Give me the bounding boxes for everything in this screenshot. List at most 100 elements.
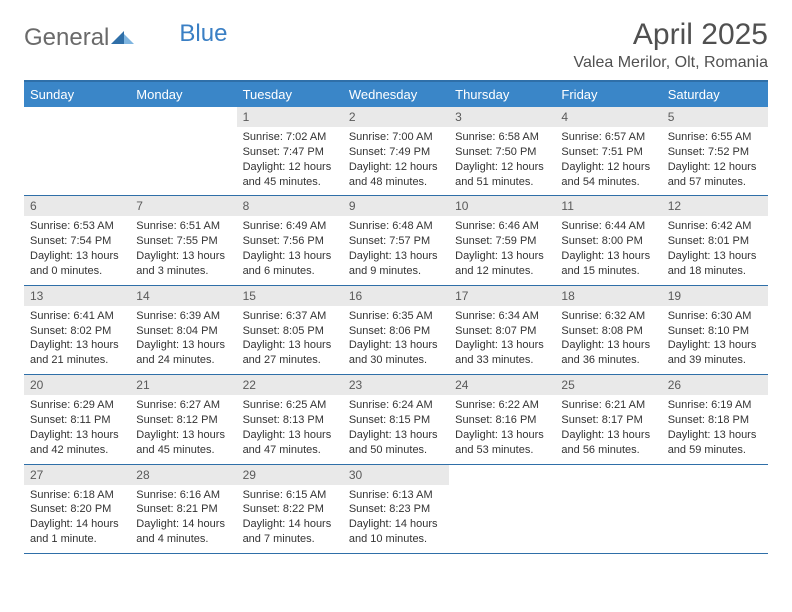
day-number: 25 [555,375,661,395]
sunrise-line: Sunrise: 6:48 AM [349,219,443,234]
day-number: 3 [449,107,555,127]
day-cell: 15Sunrise: 6:37 AMSunset: 8:05 PMDayligh… [237,286,343,374]
daylight-line: Daylight: 13 hours and 6 minutes. [243,249,337,279]
daylight-line: Daylight: 12 hours and 45 minutes. [243,160,337,190]
day-body: Sunrise: 6:22 AMSunset: 8:16 PMDaylight:… [449,395,555,463]
daylight-line: Daylight: 14 hours and 1 minute. [30,517,124,547]
day-cell: 24Sunrise: 6:22 AMSunset: 8:16 PMDayligh… [449,375,555,463]
day-body: Sunrise: 6:15 AMSunset: 8:22 PMDaylight:… [237,485,343,553]
sunrise-line: Sunrise: 6:55 AM [668,130,762,145]
daylight-line: Daylight: 13 hours and 42 minutes. [30,428,124,458]
sunset-line: Sunset: 7:55 PM [136,234,230,249]
sunrise-line: Sunrise: 6:27 AM [136,398,230,413]
day-cell: 28Sunrise: 6:16 AMSunset: 8:21 PMDayligh… [130,465,236,553]
daylight-line: Daylight: 13 hours and 53 minutes. [455,428,549,458]
sunrise-line: Sunrise: 6:15 AM [243,488,337,503]
day-cell: 14Sunrise: 6:39 AMSunset: 8:04 PMDayligh… [130,286,236,374]
day-number: 12 [662,196,768,216]
location-text: Valea Merilor, Olt, Romania [574,54,768,72]
sunrise-line: Sunrise: 6:51 AM [136,219,230,234]
day-body: Sunrise: 6:37 AMSunset: 8:05 PMDaylight:… [237,306,343,374]
day-cell: 18Sunrise: 6:32 AMSunset: 8:08 PMDayligh… [555,286,661,374]
sunrise-line: Sunrise: 6:44 AM [561,219,655,234]
day-number: 11 [555,196,661,216]
week-row: 20Sunrise: 6:29 AMSunset: 8:11 PMDayligh… [24,375,768,464]
day-number: 21 [130,375,236,395]
sunrise-line: Sunrise: 6:42 AM [668,219,762,234]
daylight-line: Daylight: 13 hours and 45 minutes. [136,428,230,458]
day-number: 29 [237,465,343,485]
daylight-line: Daylight: 13 hours and 12 minutes. [455,249,549,279]
sunset-line: Sunset: 8:21 PM [136,502,230,517]
sunrise-line: Sunrise: 6:35 AM [349,309,443,324]
sunset-line: Sunset: 8:08 PM [561,324,655,339]
sunset-line: Sunset: 8:12 PM [136,413,230,428]
day-body: Sunrise: 6:32 AMSunset: 8:08 PMDaylight:… [555,306,661,374]
day-number: 5 [662,107,768,127]
sunrise-line: Sunrise: 6:25 AM [243,398,337,413]
day-cell: 2Sunrise: 7:00 AMSunset: 7:49 PMDaylight… [343,107,449,195]
day-cell: 21 Sunrise: 6:27 AMSunset: 8:12 PMDayligh… [130,375,236,463]
day-number: 23 [343,375,449,395]
day-cell: 30Sunrise: 6:13 AMSunset: 8:23 PMDayligh… [343,465,449,553]
day-body: Sunrise: 6:21 AMSunset: 8:17 PMDaylight:… [555,395,661,463]
sunrise-line: Sunrise: 6:22 AM [455,398,549,413]
daylight-line: Daylight: 13 hours and 27 minutes. [243,338,337,368]
sunset-line: Sunset: 8:06 PM [349,324,443,339]
day-cell: 8Sunrise: 6:49 AMSunset: 7:56 PMDaylight… [237,196,343,284]
sunset-line: Sunset: 8:04 PM [136,324,230,339]
day-number: 27 [24,465,130,485]
day-body: Sunrise: 6:13 AMSunset: 8:23 PMDaylight:… [343,485,449,553]
logo-text-2: Blue [179,20,227,48]
day-number: 22 [237,375,343,395]
day-number: 9 [343,196,449,216]
sunset-line: Sunset: 8:02 PM [30,324,124,339]
sunrise-line: Sunrise: 6:41 AM [30,309,124,324]
sunrise-line: Sunrise: 6:39 AM [136,309,230,324]
header: General Blue April 2025 Valea Merilor, O… [24,18,768,72]
sunset-line: Sunset: 8:01 PM [668,234,762,249]
day-number: 13 [24,286,130,306]
day-header: Friday [555,82,661,107]
week-row: 1Sunrise: 7:02 AMSunset: 7:47 PMDaylight… [24,107,768,196]
sunrise-line: Sunrise: 6:18 AM [30,488,124,503]
day-number: 10 [449,196,555,216]
daylight-line: Daylight: 13 hours and 0 minutes. [30,249,124,279]
day-number: 4 [555,107,661,127]
sunrise-line: Sunrise: 6:32 AM [561,309,655,324]
day-cell: 25Sunrise: 6:21 AMSunset: 8:17 PMDayligh… [555,375,661,463]
day-body: Sunrise: 6:58 AMSunset: 7:50 PMDaylight:… [449,127,555,195]
day-number: 18 [555,286,661,306]
logo-text-1: General [24,24,109,52]
daylight-line: Daylight: 12 hours and 57 minutes. [668,160,762,190]
day-cell: 9Sunrise: 6:48 AMSunset: 7:57 PMDaylight… [343,196,449,284]
day-cell: 13 Sunrise: 6:41 AMSunset: 8:02 PMDayligh… [24,286,130,374]
empty-cell [130,107,236,195]
day-body: Sunrise: 6:48 AMSunset: 7:57 PMDaylight:… [343,216,449,284]
sunset-line: Sunset: 8:22 PM [243,502,337,517]
sunset-line: Sunset: 8:17 PM [561,413,655,428]
daylight-line: Daylight: 13 hours and 15 minutes. [561,249,655,279]
sunset-line: Sunset: 7:54 PM [30,234,124,249]
daylight-line: Daylight: 13 hours and 56 minutes. [561,428,655,458]
sunrise-line: Sunrise: 6:37 AM [243,309,337,324]
day-body: Sunrise: 6:51 AMSunset: 7:55 PMDaylight:… [130,216,236,284]
sunset-line: Sunset: 8:10 PM [668,324,762,339]
sunset-line: Sunset: 8:11 PM [30,413,124,428]
page-title: April 2025 [574,18,768,52]
calendar-grid: SundayMondayTuesdayWednesdayThursdayFrid… [24,80,768,554]
title-block: April 2025 Valea Merilor, Olt, Romania [574,18,768,72]
day-body: Sunrise: 6:46 AMSunset: 7:59 PMDaylight:… [449,216,555,284]
day-cell: 10Sunrise: 6:46 AMSunset: 7:59 PMDayligh… [449,196,555,284]
sunrise-line: Sunrise: 6:58 AM [455,130,549,145]
weeks-container: 1Sunrise: 7:02 AMSunset: 7:47 PMDaylight… [24,107,768,554]
sunrise-line: Sunrise: 6:30 AM [668,309,762,324]
day-cell: 7Sunrise: 6:51 AMSunset: 7:55 PMDaylight… [130,196,236,284]
day-number: 19 [662,286,768,306]
day-number: 26 [662,375,768,395]
sunrise-line: Sunrise: 7:00 AM [349,130,443,145]
day-body: Sunrise: 6:25 AMSunset: 8:13 PMDaylight:… [237,395,343,463]
daylight-line: Daylight: 13 hours and 21 minutes. [30,338,124,368]
sunset-line: Sunset: 7:47 PM [243,145,337,160]
day-header: Tuesday [237,82,343,107]
